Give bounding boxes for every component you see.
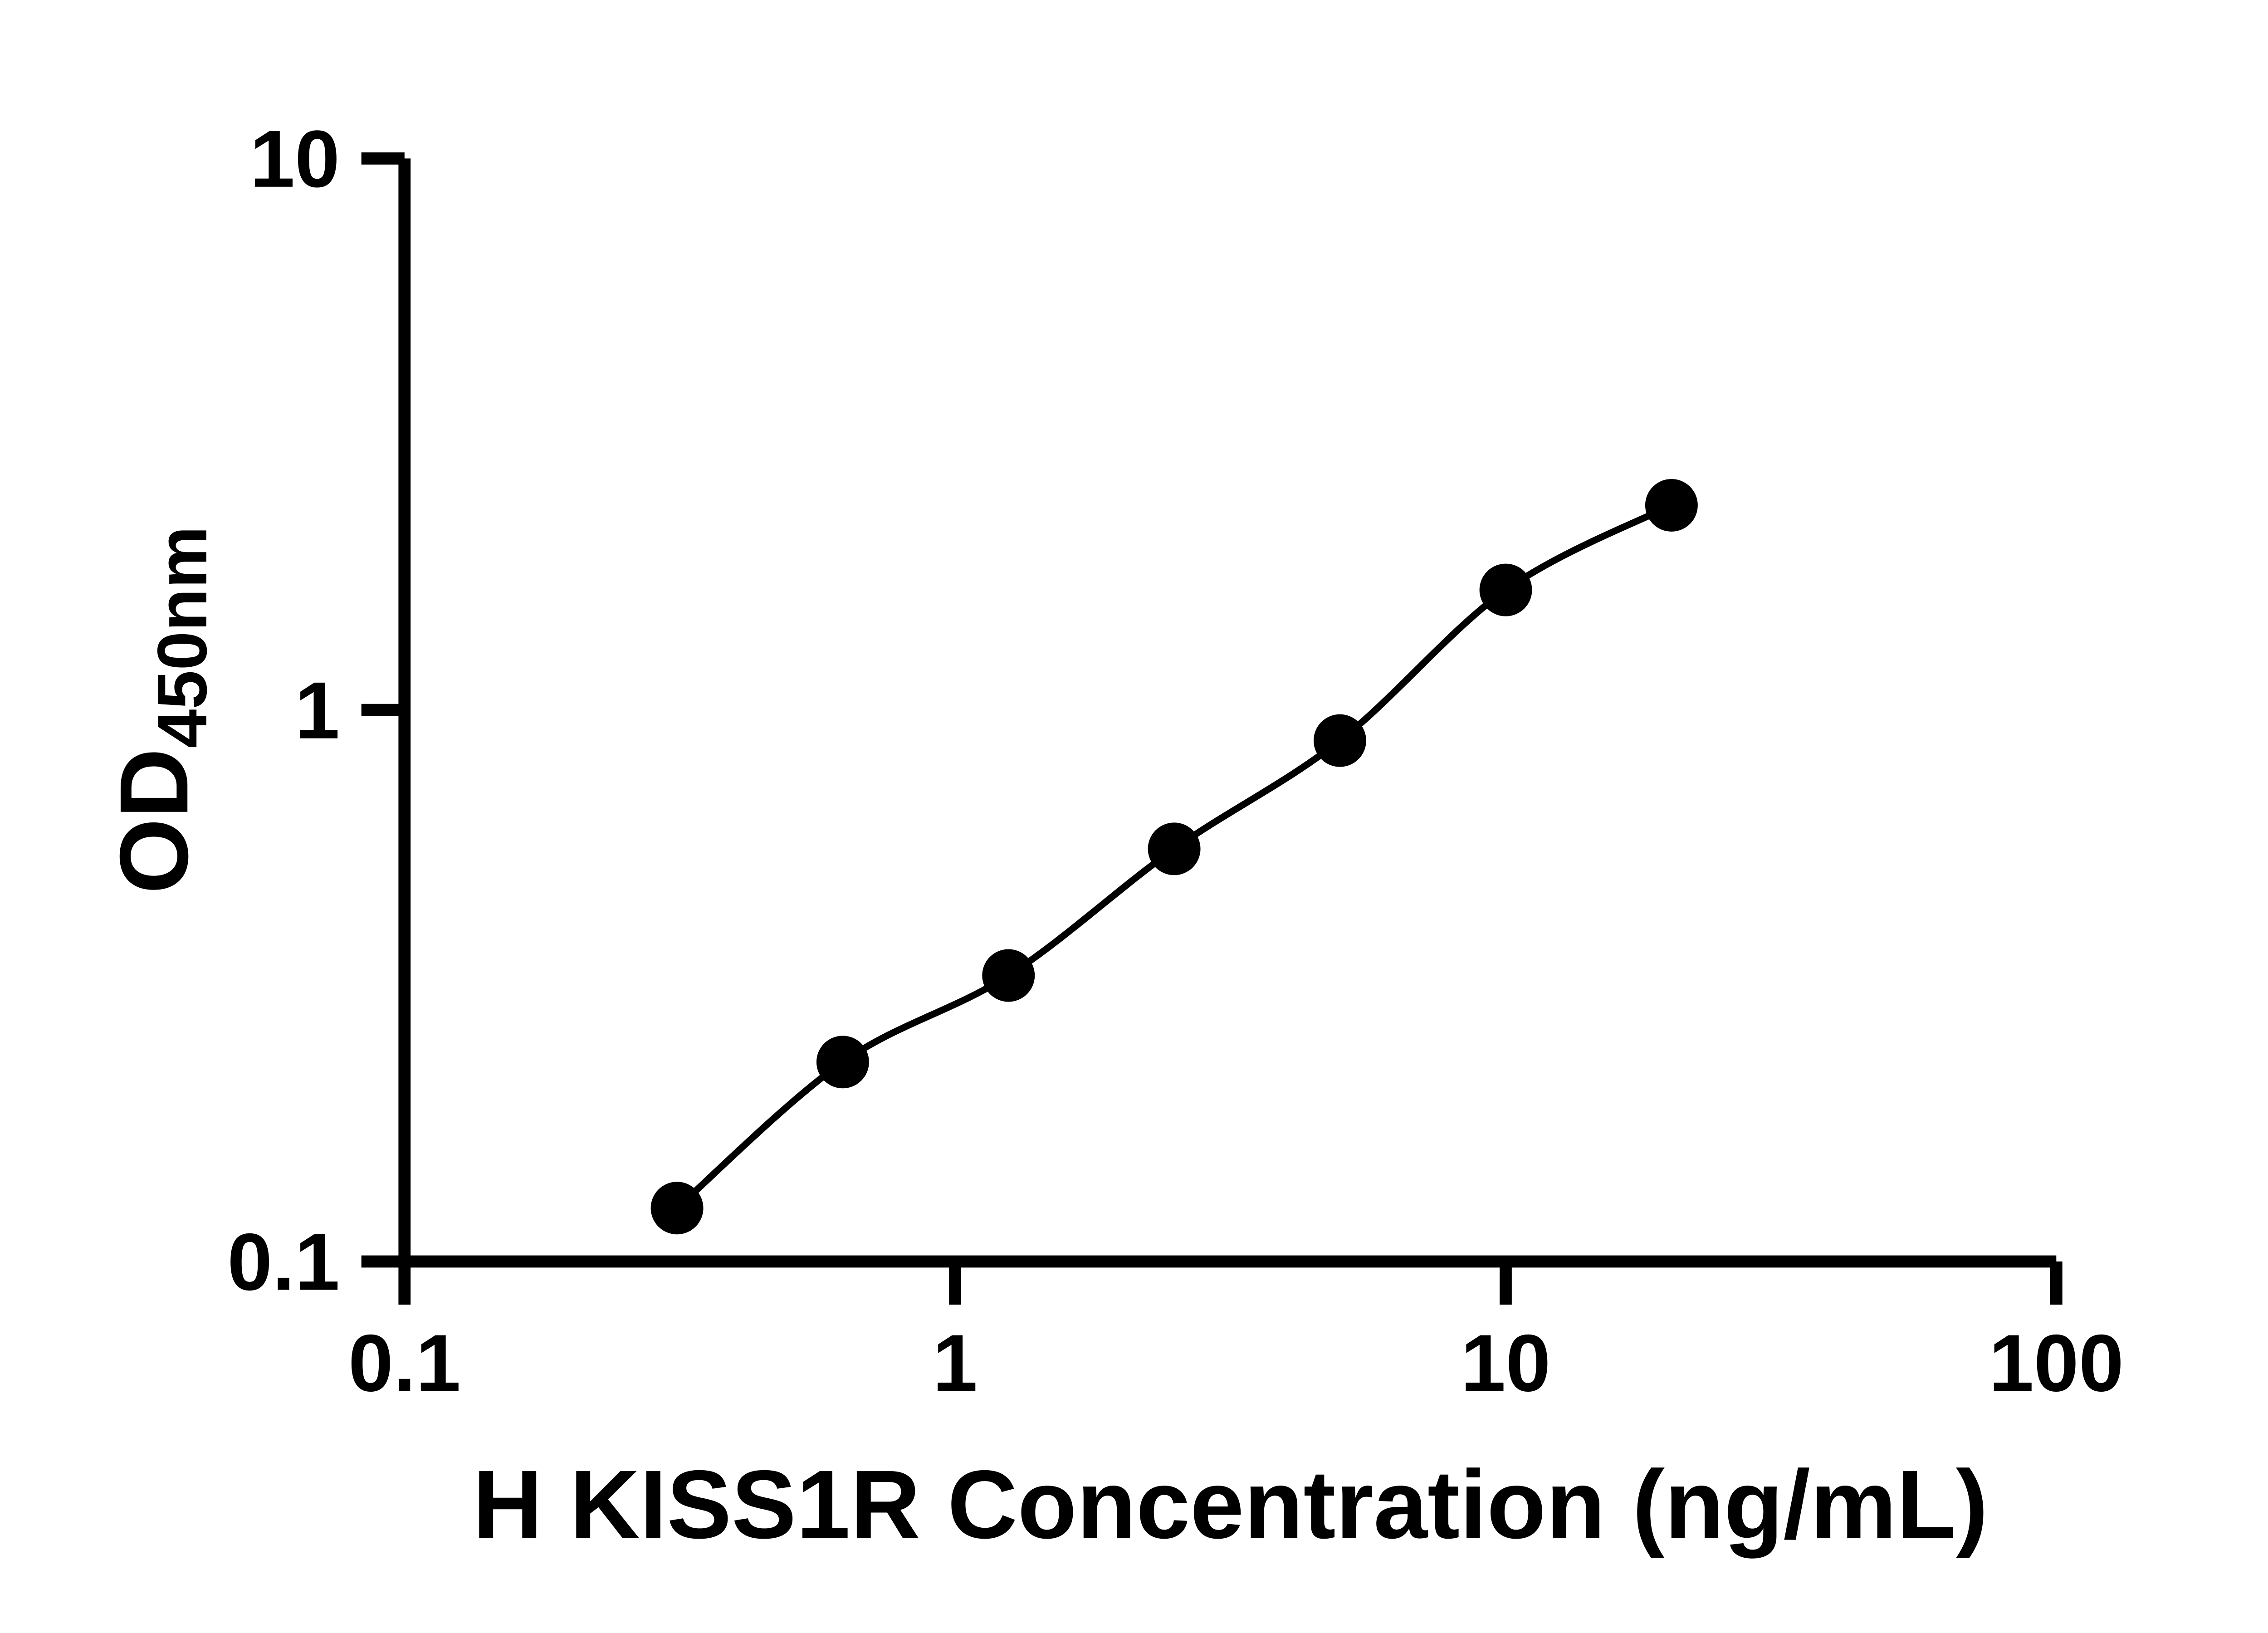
data-point [650, 1182, 704, 1235]
tick-labels: 0.1 1 10 100 0.1 1 10 [227, 114, 2124, 1408]
data-point [1313, 714, 1366, 767]
axis-lines [398, 158, 2057, 1268]
x-axis-title: H KISS1R Concentration (ng/mL) [473, 1450, 1988, 1559]
x-tick-label: 0.1 [348, 1318, 461, 1408]
tick-marks [361, 152, 2063, 1305]
data-points-group [650, 479, 1698, 1235]
y-axis-title-subscript: 450nm [143, 526, 221, 748]
data-point [1645, 479, 1698, 532]
x-tick-label: 1 [933, 1318, 978, 1408]
y-axis-title-main: OD [100, 748, 208, 894]
x-tick-label: 10 [1461, 1318, 1550, 1408]
data-point [1479, 563, 1532, 616]
data-point [982, 949, 1035, 1002]
y-tick-label: 1 [295, 665, 340, 756]
x-tick-label: 100 [1989, 1318, 2124, 1408]
data-point [1148, 822, 1201, 875]
y-axis-title: OD450nm [100, 526, 221, 894]
y-tick-label: 10 [250, 114, 340, 204]
data-point [816, 1036, 869, 1089]
axes [398, 158, 2057, 1268]
y-tick-label: 0.1 [227, 1217, 340, 1307]
